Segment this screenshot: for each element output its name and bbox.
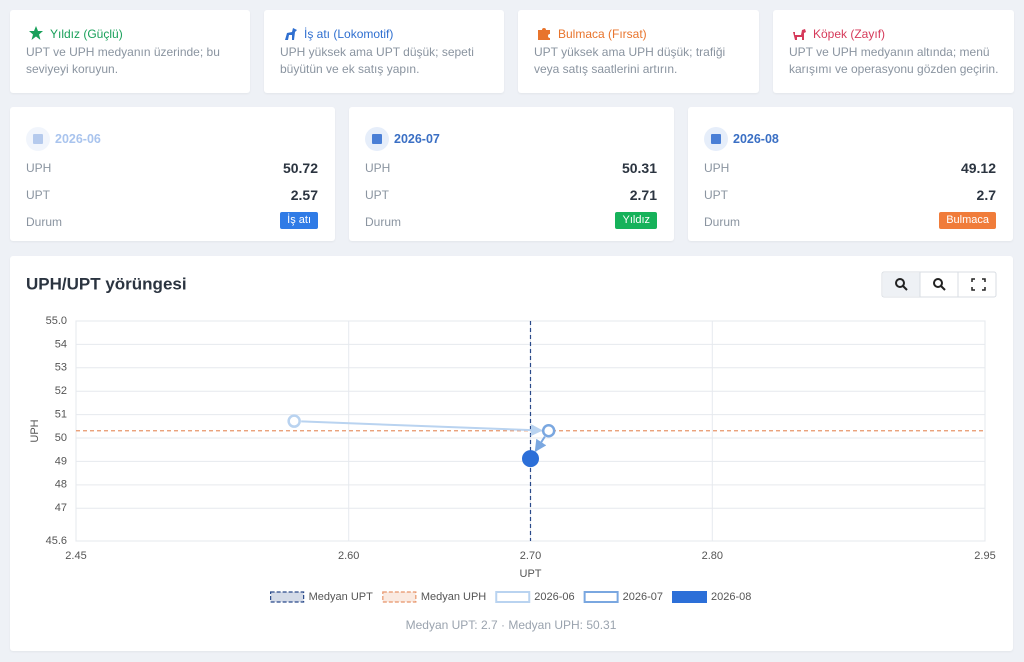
legend-label: Medyan UPH <box>421 591 486 603</box>
period: 2026-08 <box>733 132 779 146</box>
upt-label: UPT <box>704 188 728 202</box>
trajectory-arrow <box>534 436 547 453</box>
x-tick-label: 2.70 <box>520 550 541 562</box>
status-label: Durum <box>704 215 741 229</box>
legend: Medyan UPT Medyan UPH 2026-06 2026-07 2026-0… <box>270 591 751 603</box>
period-card: 2026-08 UPH 49.12 UPT 2.7 Durum Bulmaca <box>688 107 1013 241</box>
calendar-icon <box>365 127 389 151</box>
chart-summary: Medyan UPT: 2.7 · Medyan UPH: 50.31 <box>406 618 617 632</box>
x-tick-label: 2.80 <box>702 550 723 562</box>
y-tick-label: 47 <box>55 502 67 514</box>
legend-swatch <box>270 591 305 603</box>
puzzle-icon <box>538 28 550 40</box>
card-description: UPH yüksek ama UPT düşük; sepeti büyütün… <box>280 45 474 76</box>
chart-card: UPH/UPT yörüngesi 45.6 47 48 49 50 51 52 53 54 55… <box>10 256 1013 651</box>
x-tick-label: 2.60 <box>338 550 359 562</box>
status-badge: Bulmaca <box>939 212 996 229</box>
upt-label: UPT <box>26 188 50 202</box>
upt-label: UPT <box>365 188 389 202</box>
trajectory-arrow <box>301 420 543 437</box>
legend-swatch <box>672 591 707 603</box>
upt-value: 2.71 <box>629 187 657 203</box>
x-axis-label: UPT <box>520 568 542 580</box>
legend-card: Bulmaca (Fırsat) UPT yüksek ama UPH düşü… <box>518 10 759 93</box>
legend-swatch <box>495 591 531 603</box>
status-label: Durum <box>365 215 402 229</box>
card-description: UPT yüksek ama UPH düşük; trafiği veya s… <box>534 45 726 76</box>
y-tick-label: 55.0 <box>46 315 67 327</box>
y-tick-label: 50 <box>55 432 67 444</box>
card-description: UPT ve UPH medyanın üzerinde; bu seviyey… <box>26 45 220 76</box>
legend-label: 2026-07 <box>623 591 663 603</box>
legend-card: Yıldız (Güçlü) UPT ve UPH medyanın üzeri… <box>10 10 250 93</box>
uph-value: 50.72 <box>282 160 318 176</box>
chart: UPH/UPT yörüngesi 45.6 47 48 49 50 51 52 53 54 55… <box>26 271 997 632</box>
calendar-icon <box>26 127 50 151</box>
y-tick-label: 51 <box>55 409 67 421</box>
legend-card: Köpek (Zayıf) UPT ve UPH medyanın altınd… <box>773 10 1014 93</box>
x-tick-label: 2.45 <box>65 550 86 562</box>
y-axis-label: UPH <box>29 419 41 442</box>
period: 2026-06 <box>55 132 101 146</box>
card-title: Köpek (Zayıf) <box>813 27 886 41</box>
legend-swatch <box>583 591 619 603</box>
y-tick-label: 49 <box>55 455 67 467</box>
period-card: 2026-06 UPH 50.72 UPT 2.57 Durum İş atı <box>10 107 335 241</box>
upt-value: 2.57 <box>290 187 318 203</box>
card-title: İş atı (Lokomotif) <box>304 27 394 41</box>
card-title: Bulmaca (Fırsat) <box>558 27 647 41</box>
card-title: Yıldız (Güçlü) <box>50 27 123 41</box>
period: 2026-07 <box>394 132 440 146</box>
zoom-out-button[interactable] <box>921 273 957 296</box>
uph-value: 50.31 <box>621 160 657 176</box>
chart-title: UPH/UPT yörüngesi <box>26 274 187 293</box>
data-point <box>522 450 539 468</box>
data-point <box>287 414 301 428</box>
status-badge: Yıldız <box>615 212 657 229</box>
legend-label: 2026-06 <box>534 591 574 603</box>
x-tick-label: 2.95 <box>974 550 995 562</box>
upt-value: 2.7 <box>976 187 996 203</box>
uph-value: 49.12 <box>960 160 996 176</box>
uph-label: UPH <box>26 161 52 175</box>
zoom-toolbar <box>881 271 997 298</box>
legend-label: 2026-08 <box>711 591 751 603</box>
y-tick-label: 48 <box>55 479 67 491</box>
period-card: 2026-07 UPH 50.31 UPT 2.71 Durum Yıldız <box>349 107 674 241</box>
fullscreen-button[interactable] <box>959 273 995 296</box>
status-label: Durum <box>26 215 63 229</box>
calendar-icon <box>704 127 728 151</box>
legend-swatch <box>382 591 417 603</box>
horse-icon <box>285 28 297 40</box>
uph-label: UPH <box>365 161 391 175</box>
y-tick-label: 54 <box>55 338 67 350</box>
legend-card: İş atı (Lokomotif) UPH yüksek ama UPT dü… <box>264 10 504 93</box>
y-tick-label: 52 <box>55 385 67 397</box>
uph-label: UPH <box>704 161 730 175</box>
star-icon <box>29 26 43 40</box>
y-tick-label: 53 <box>55 362 67 374</box>
zoom-in-button[interactable] <box>883 273 920 296</box>
legend-label: Medyan UPT <box>309 591 373 603</box>
data-point <box>541 424 556 438</box>
y-tick-label: 45.6 <box>46 535 67 547</box>
status-badge: İş atı <box>280 212 318 229</box>
dog-icon <box>793 29 806 40</box>
card-description: UPT ve UPH medyanın altında; menü karışı… <box>789 45 999 76</box>
